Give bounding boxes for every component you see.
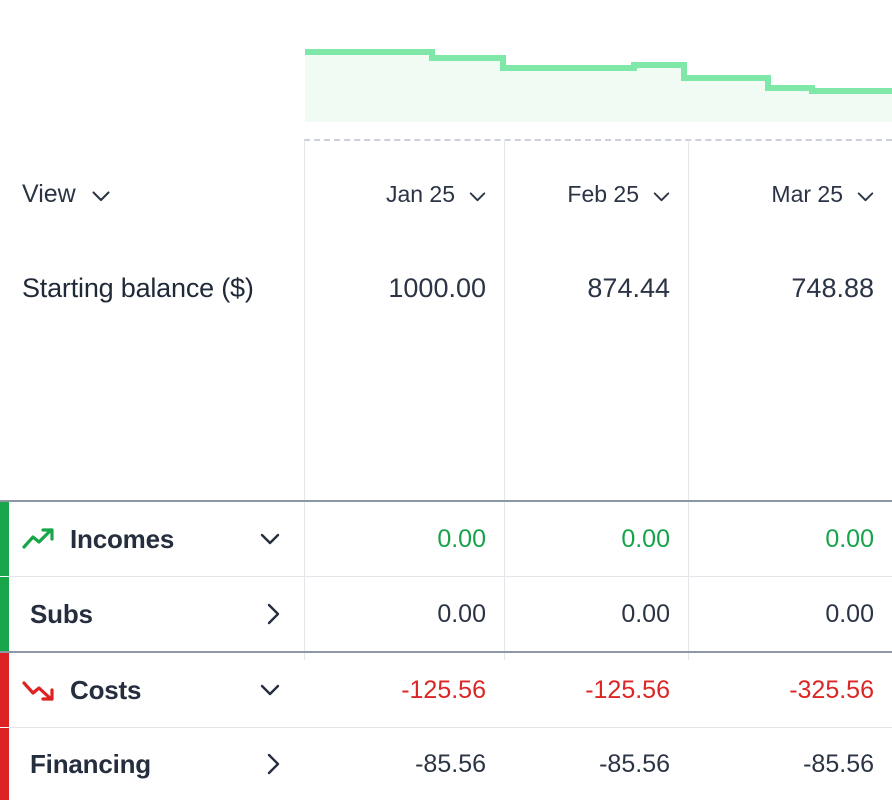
- costs-value-2: -325.56: [789, 675, 874, 704]
- row-label: Subs: [30, 598, 93, 629]
- incomes-value-1: 0.00: [621, 524, 670, 553]
- starting-balance-label-cell: Starting balance ($): [0, 248, 304, 328]
- view-dropdown-label: View: [22, 179, 76, 208]
- chevron-down-icon: [92, 180, 110, 209]
- subs-label-cell: Subs: [0, 577, 304, 651]
- subs-value-0: 0.00: [437, 599, 486, 628]
- trend-up-icon: [22, 525, 56, 553]
- balance-area-fill: [305, 52, 892, 122]
- chevron-down-icon[interactable]: [260, 533, 280, 545]
- row-label: Incomes: [70, 523, 175, 554]
- column-divider: [504, 140, 505, 660]
- subs-value-1: 0.00: [621, 599, 670, 628]
- starting-balance-value-2: 748.88: [791, 272, 874, 303]
- costs-label-cell: Costs: [0, 653, 304, 727]
- chevron-down-icon: [857, 181, 874, 208]
- row-divider: [8, 576, 892, 577]
- chart-baseline-dashed: [304, 139, 892, 141]
- costs-value-1: -125.56: [585, 675, 670, 704]
- row-accent-bar: [0, 502, 9, 576]
- chevron-right-icon[interactable]: [267, 603, 280, 625]
- table-header-row: View Jan 25 Feb 25: [0, 140, 892, 248]
- chevron-down-icon[interactable]: [260, 684, 280, 696]
- chevron-down-icon: [469, 181, 486, 208]
- chevron-down-icon: [653, 181, 670, 208]
- view-dropdown[interactable]: View: [0, 180, 110, 209]
- column-divider: [304, 140, 305, 660]
- starting-balance-row: Starting balance ($) 1000.00 874.44 748.…: [0, 248, 892, 328]
- column-header-1[interactable]: Feb 25: [504, 140, 688, 248]
- table-row-financing[interactable]: Financing -85.56 -85.56 -85.56: [0, 728, 892, 800]
- column-header-0[interactable]: Jan 25: [304, 140, 504, 248]
- column-divider: [688, 140, 689, 660]
- group-separator: [0, 500, 892, 502]
- balance-chart: [0, 0, 892, 141]
- incomes-value-0: 0.00: [437, 524, 486, 553]
- starting-balance-value-0: 1000.00: [388, 272, 486, 303]
- forecast-table: View Jan 25 Feb 25: [0, 140, 892, 800]
- financing-value-2: -85.56: [803, 749, 874, 778]
- incomes-value-2: 0.00: [825, 524, 874, 553]
- subs-value-2: 0.00: [825, 599, 874, 628]
- column-header-label: Jan 25: [385, 180, 455, 207]
- balance-chart-svg: [305, 49, 892, 122]
- table-row-costs[interactable]: Costs -125.56 -125.56 -325.56: [0, 653, 892, 727]
- financing-label-cell: Financing: [0, 728, 304, 800]
- financing-value-0: -85.56: [415, 749, 486, 778]
- incomes-label-cell: Incomes: [0, 502, 304, 576]
- view-selector-cell: View: [0, 140, 304, 248]
- financing-value-1: -85.56: [599, 749, 670, 778]
- column-header-label: Feb 25: [567, 180, 639, 207]
- costs-value-0: -125.56: [401, 675, 486, 704]
- row-accent-bar: [0, 577, 9, 651]
- row-label: Costs: [70, 674, 142, 705]
- group-separator: [0, 651, 892, 653]
- chevron-right-icon[interactable]: [267, 753, 280, 775]
- trend-down-icon: [22, 676, 56, 704]
- column-header-2[interactable]: Mar 25: [688, 140, 892, 248]
- starting-balance-value-1: 874.44: [587, 272, 670, 303]
- table-row-subs[interactable]: Subs 0.00 0.00 0.00: [0, 577, 892, 651]
- column-header-label: Mar 25: [771, 180, 843, 207]
- table-row-incomes[interactable]: Incomes 0.00 0.00 0.00: [0, 502, 892, 576]
- starting-balance-label: Starting balance ($): [22, 272, 254, 303]
- balance-line: [305, 49, 892, 94]
- row-label: Financing: [30, 748, 151, 779]
